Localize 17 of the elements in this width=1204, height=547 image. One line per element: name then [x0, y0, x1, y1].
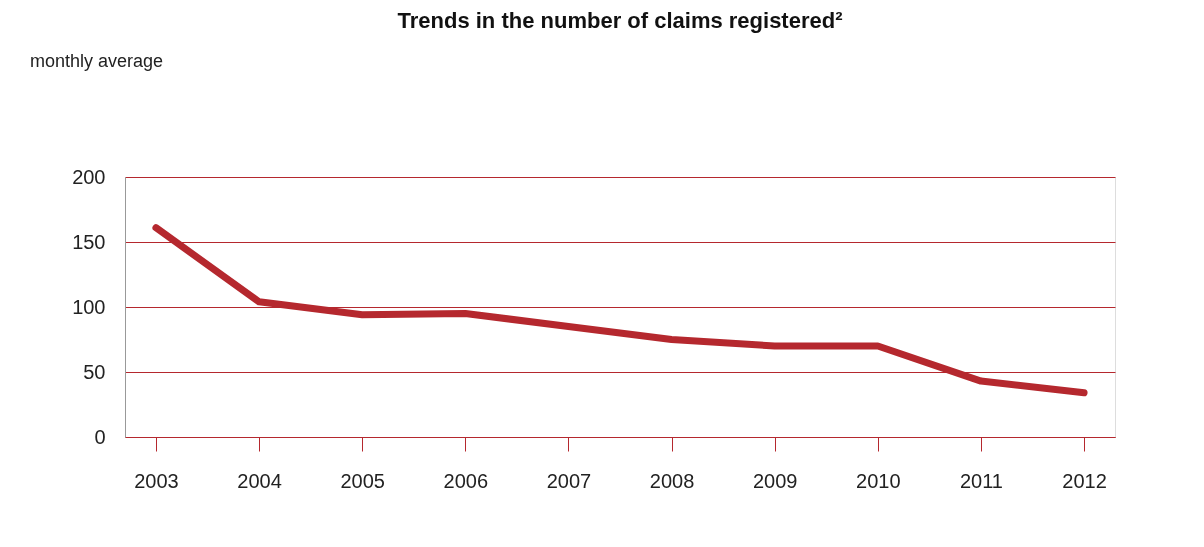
x-tick-label: 2008 — [649, 469, 695, 492]
y-tick-label: 50 — [83, 360, 106, 383]
x-tick-label: 2012 — [1062, 469, 1107, 492]
x-tick-label: 2010 — [856, 469, 901, 492]
x-tick-label: 2011 — [959, 469, 1003, 492]
y-tick-label: 100 — [72, 295, 106, 318]
x-tick-label: 2009 — [752, 469, 798, 492]
y-tick-label: 150 — [72, 230, 106, 253]
y-tick-label: 200 — [72, 165, 106, 188]
x-tick-label: 2005 — [340, 469, 385, 492]
text: monthly average — [30, 51, 164, 71]
chart-title: Trends in the number of claims registered² — [397, 8, 843, 33]
x-tick-label: 2004 — [237, 469, 282, 492]
x-tick-label: 2003 — [134, 469, 179, 492]
x-tick-label: 2007 — [546, 469, 592, 492]
x-tick-label: 2006 — [443, 469, 489, 492]
y-tick-label: 0 — [94, 425, 106, 448]
